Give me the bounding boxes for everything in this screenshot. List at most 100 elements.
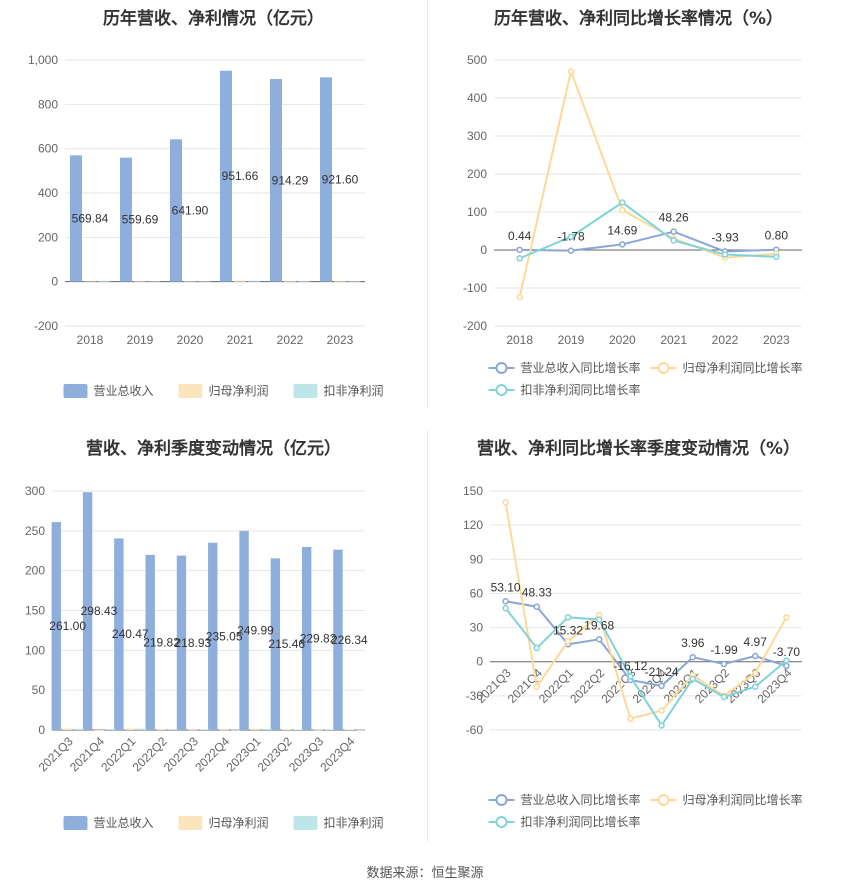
bar (293, 729, 303, 730)
bar (270, 78, 282, 282)
y-tick-label: 200 (25, 564, 45, 578)
data-label: 641.90 (172, 204, 209, 218)
legend-label: 扣非净利润同比增长率 (521, 382, 641, 397)
vertical-divider-lower (427, 430, 428, 842)
series-point (567, 68, 575, 75)
legend-label: 扣非净利润 (324, 384, 384, 398)
series-point (567, 247, 575, 254)
bar (134, 281, 146, 283)
data-label: 219.82 (143, 635, 180, 649)
data-label: 4.97 (744, 635, 768, 649)
y-tick-label: 300 (467, 129, 487, 143)
x-tick-label: 2020 (609, 333, 636, 347)
bar (62, 728, 73, 730)
annual-growth-panel: 历年营收、净利同比增长率情况（%） -200 -100 0 100 200 300 400 5… (427, 0, 850, 410)
data-label: 15.32 (553, 623, 583, 637)
y-tick-label: 100 (467, 205, 487, 219)
y-tick-label: 0 (38, 723, 45, 737)
bar (219, 729, 229, 731)
series-point (619, 199, 626, 206)
series-point (567, 233, 575, 240)
bar (168, 729, 178, 730)
series-point (783, 657, 790, 664)
chart-title: 历年营收、净利情况（亿元） (103, 9, 324, 29)
legend-swatch-marker (495, 794, 508, 806)
y-tick-label: 30 (470, 621, 484, 635)
bar (98, 281, 110, 283)
data-label: 229.82 (300, 631, 337, 645)
bar (250, 728, 261, 730)
data-label: 226.34 (331, 633, 368, 647)
bar (114, 538, 124, 730)
bar (313, 729, 323, 731)
bar (105, 729, 116, 730)
legend-swatch (293, 384, 318, 398)
chart-title: 营收、净利同比增长率季度变动情况（%） (476, 439, 801, 459)
series-point (783, 662, 790, 670)
x-tick-label: 2021 (227, 333, 254, 347)
bar (70, 155, 82, 282)
series-point (689, 675, 697, 683)
data-label: 951.66 (222, 169, 259, 183)
series-line (519, 201, 777, 260)
series-point (627, 673, 634, 680)
y-tick-label: 0 (476, 655, 483, 669)
legend-label: 营业总收入 (94, 384, 154, 398)
quarterly-growth-panel: 营收、净利同比增长率季度变动情况（%） -60 -30 0 30 60 90 120 150 2… (427, 430, 850, 850)
data-label: 921.60 (322, 173, 359, 187)
data-label: -21.24 (645, 665, 679, 679)
data-label: 48.26 (659, 211, 689, 225)
x-tick-label: 2019 (558, 333, 585, 347)
bar (145, 554, 155, 730)
data-label: -3.70 (773, 645, 801, 659)
data-label: 0.44 (508, 229, 532, 243)
bar (208, 542, 218, 730)
series-line (518, 67, 777, 298)
bar (262, 728, 272, 730)
data-label: 261.00 (49, 619, 86, 633)
data-label: 14.69 (607, 223, 637, 237)
bar (136, 728, 147, 730)
x-tick-label: 2018 (506, 333, 533, 347)
quarterly-revenue-profit-panel: 营收、净利季度变动情况（亿元） 0 50 100 150 200 250 300 2021Q3… (0, 430, 427, 850)
x-tick-label: 2022 (712, 333, 739, 347)
data-label: 914.29 (272, 173, 309, 187)
legend-swatch-marker (495, 384, 508, 396)
bar (199, 729, 209, 730)
y-tick-label: 200 (38, 230, 58, 244)
bar (344, 729, 355, 730)
series-line (505, 600, 787, 687)
data-label: -1.78 (557, 230, 585, 244)
series-line (519, 230, 777, 253)
y-tick-label: -200 (463, 319, 487, 333)
series-point (720, 693, 728, 701)
data-label: 0.80 (765, 229, 789, 243)
series-point (658, 707, 665, 714)
legend-label: 营业总收入同比增长率 (521, 360, 641, 375)
x-tick-label: 2021 (660, 333, 687, 347)
annual-bar-chart: -200 0 200 400 600 800 1,000 2018 2019 2020 2021 20… (28, 53, 384, 398)
chart-title: 历年营收、净利同比增长率情况（%） (493, 9, 784, 29)
bar (356, 729, 366, 731)
data-label: 249.99 (237, 623, 274, 637)
x-tick-label: 2023Q4 (317, 734, 357, 774)
series-point (502, 604, 509, 612)
series-point (595, 636, 603, 643)
legend-label: 归母净利润同比增长率 (683, 360, 803, 375)
x-tick-label: 2019 (127, 333, 154, 347)
series-point (689, 653, 697, 661)
bar (230, 729, 241, 731)
bar (239, 530, 249, 730)
y-tick-label: 150 (25, 604, 45, 618)
series-point (564, 637, 572, 645)
series-line (504, 607, 788, 728)
series-point (516, 246, 523, 254)
series-point (783, 614, 790, 621)
legend-label: 扣非净利润同比增长率 (521, 814, 641, 829)
legend-swatch (178, 384, 203, 398)
legend-label: 归母净利润同比增长率 (683, 792, 803, 807)
series-point (619, 206, 626, 214)
legend-label: 扣非净利润 (324, 816, 384, 830)
